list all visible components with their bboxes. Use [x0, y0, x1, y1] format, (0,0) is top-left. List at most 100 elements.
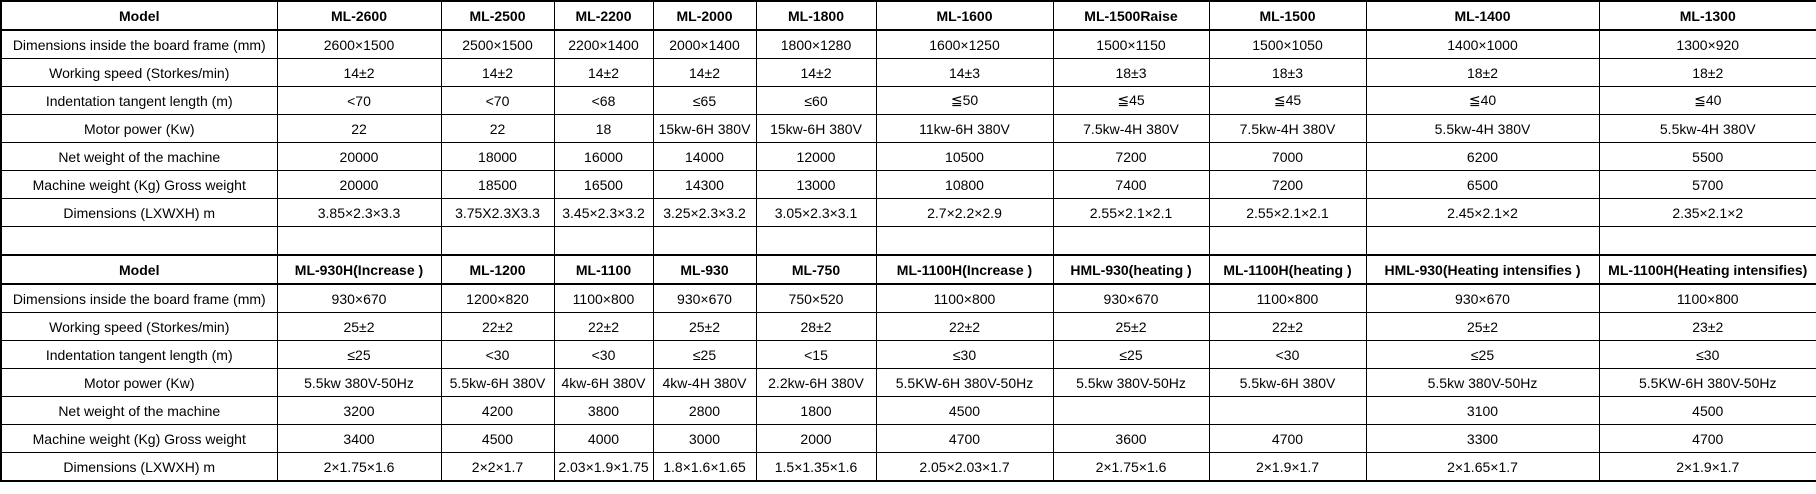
spec-cell: <70 — [276, 86, 442, 115]
spec-cell: 16500 — [553, 170, 654, 199]
spec-cell: 3200 — [276, 396, 442, 425]
spec-cell: ≤25 — [276, 340, 442, 369]
spec-cell: 2.2kw-6H 380V — [755, 368, 877, 397]
model-header-cell: HML-930(heating ) — [1052, 254, 1210, 285]
spec-cell: 7.5kw-4H 380V — [1208, 114, 1367, 143]
spec-cell: 3100 — [1365, 396, 1600, 425]
spec-cell: 2×1.75×1.6 — [276, 452, 442, 482]
spec-cell: 25±2 — [1052, 312, 1210, 341]
machine-spec-table: Model ML-2600 ML-2500 ML-2200 ML-2000 ML-1800… — [0, 0, 1816, 482]
spec-cell: ≤60 — [755, 86, 877, 115]
row-label: Machine weight (Kg) Gross weight — [0, 170, 278, 199]
spec-cell: 4kw-4H 380V — [652, 368, 757, 397]
model-header-row: Model ML-930H(Increase ) ML-1200 ML-1100 ML-… — [0, 254, 1816, 285]
spec-cell: 5700 — [1598, 170, 1816, 199]
spacer-cell — [1598, 226, 1816, 256]
spec-cell: 2.03×1.9×1.75 — [553, 452, 654, 482]
spec-cell: 1500×1050 — [1208, 29, 1367, 59]
spec-cell: 18±3 — [1052, 58, 1210, 87]
spec-cell: 2000×1400 — [652, 29, 757, 59]
spec-row: Net weight of the machine 20000 18000 16000… — [0, 142, 1816, 171]
spec-cell: 15kw-6H 380V — [755, 114, 877, 143]
spec-cell: <70 — [440, 86, 555, 115]
spacer-cell — [1052, 226, 1210, 256]
row-label: Net weight of the machine — [0, 142, 278, 171]
spec-cell: 14300 — [652, 170, 757, 199]
model-header-cell: ML-2200 — [553, 0, 654, 31]
row-label: Dimensions (LXWXH) m — [0, 452, 278, 482]
spec-cell: 14±2 — [755, 58, 877, 87]
model-header-cell: HML-930(Heating intensifies ) — [1365, 254, 1600, 285]
spec-cell: 4500 — [1598, 396, 1816, 425]
spec-cell: 1800×1280 — [755, 29, 877, 59]
model-header-cell: ML-1800 — [755, 0, 877, 31]
spacer-cell — [0, 226, 278, 256]
spec-cell: 4200 — [440, 396, 555, 425]
spec-cell: 1.8×1.6×1.65 — [652, 452, 757, 482]
spec-cell: 2×1.65×1.7 — [1365, 452, 1600, 482]
spec-cell: 930×670 — [652, 283, 757, 313]
spec-cell: 14±2 — [276, 58, 442, 87]
spec-cell: 5500 — [1598, 142, 1816, 171]
spec-cell: 3.05×2.3×3.1 — [755, 198, 877, 227]
spacer-cell — [875, 226, 1054, 256]
spec-cell: 14±2 — [652, 58, 757, 87]
spec-cell: 3.45×2.3×3.2 — [553, 198, 654, 227]
spec-row: Machine weight (Kg) Gross weight 3400 4500… — [0, 424, 1816, 453]
row-label-model: Model — [0, 254, 278, 285]
model-header-row: Model ML-2600 ML-2500 ML-2200 ML-2000 ML-1800… — [0, 0, 1816, 31]
spec-cell: 23±2 — [1598, 312, 1816, 341]
row-label: Dimensions inside the board frame (mm) — [0, 283, 278, 313]
model-header-cell: ML-1100 — [553, 254, 654, 285]
spec-cell: 5.5kw-6H 380V — [440, 368, 555, 397]
model-header-cell: ML-1100H(heating ) — [1208, 254, 1367, 285]
spec-cell: 2.55×2.1×2.1 — [1208, 198, 1367, 227]
spec-cell: 14±3 — [875, 58, 1054, 87]
model-header-cell: ML-930 — [652, 254, 757, 285]
spec-cell: <30 — [553, 340, 654, 369]
spec-cell: 5.5kw-6H 380V — [1208, 368, 1367, 397]
spec-cell: 2.7×2.2×2.9 — [875, 198, 1054, 227]
spec-cell: 2600×1500 — [276, 29, 442, 59]
model-header-cell: ML-2600 — [276, 0, 442, 31]
spacer-cell — [755, 226, 877, 256]
spec-row: Indentation tangent length (m) <70 <70 <68 ≤… — [0, 86, 1816, 115]
spec-cell: <15 — [755, 340, 877, 369]
row-label: Indentation tangent length (m) — [0, 340, 278, 369]
spec-cell: 14000 — [652, 142, 757, 171]
spec-cell: 1600×1250 — [875, 29, 1054, 59]
spec-cell: 2.35×2.1×2 — [1598, 198, 1816, 227]
spacer-cell — [1208, 226, 1367, 256]
spec-cell: ≦40 — [1365, 86, 1600, 115]
spec-cell: 12000 — [755, 142, 877, 171]
spec-cell: 7200 — [1052, 142, 1210, 171]
spec-row: Motor power (Kw) 22 22 18 15kw-6H 380V 15kw-6… — [0, 114, 1816, 143]
spec-row: Working speed (Storkes/min) 14±2 14±2 14±2 1… — [0, 58, 1816, 87]
model-header-cell: ML-2000 — [652, 0, 757, 31]
model-header-cell: ML-750 — [755, 254, 877, 285]
spec-row: Motor power (Kw) 5.5kw 380V-50Hz 5.5kw-6H … — [0, 368, 1816, 397]
spec-cell: ≤25 — [1365, 340, 1600, 369]
spec-cell: 750×520 — [755, 283, 877, 313]
spec-cell: 1400×1000 — [1365, 29, 1600, 59]
spec-cell: 5.5KW-6H 380V-50Hz — [1598, 368, 1816, 397]
spec-cell: 3800 — [553, 396, 654, 425]
spec-cell: 2500×1500 — [440, 29, 555, 59]
spacer-cell — [1365, 226, 1600, 256]
spec-cell: 930×670 — [276, 283, 442, 313]
row-label: Net weight of the machine — [0, 396, 278, 425]
spec-cell: 14±2 — [553, 58, 654, 87]
model-header-cell: ML-1500 — [1208, 0, 1367, 31]
spec-cell: 3400 — [276, 424, 442, 453]
spec-cell: 25±2 — [652, 312, 757, 341]
spec-cell: 4500 — [875, 396, 1054, 425]
model-header-cell: ML-930H(Increase ) — [276, 254, 442, 285]
spec-row: Dimensions (LXWXH) m 3.85×2.3×3.3 3.75X2.3… — [0, 198, 1816, 227]
spec-cell: 3.75X2.3X3.3 — [440, 198, 555, 227]
spec-cell: 1800 — [755, 396, 877, 425]
spec-cell: 1100×800 — [553, 283, 654, 313]
spec-cell: 930×670 — [1365, 283, 1600, 313]
spec-cell: ≤25 — [652, 340, 757, 369]
spec-cell: 18±2 — [1365, 58, 1600, 87]
